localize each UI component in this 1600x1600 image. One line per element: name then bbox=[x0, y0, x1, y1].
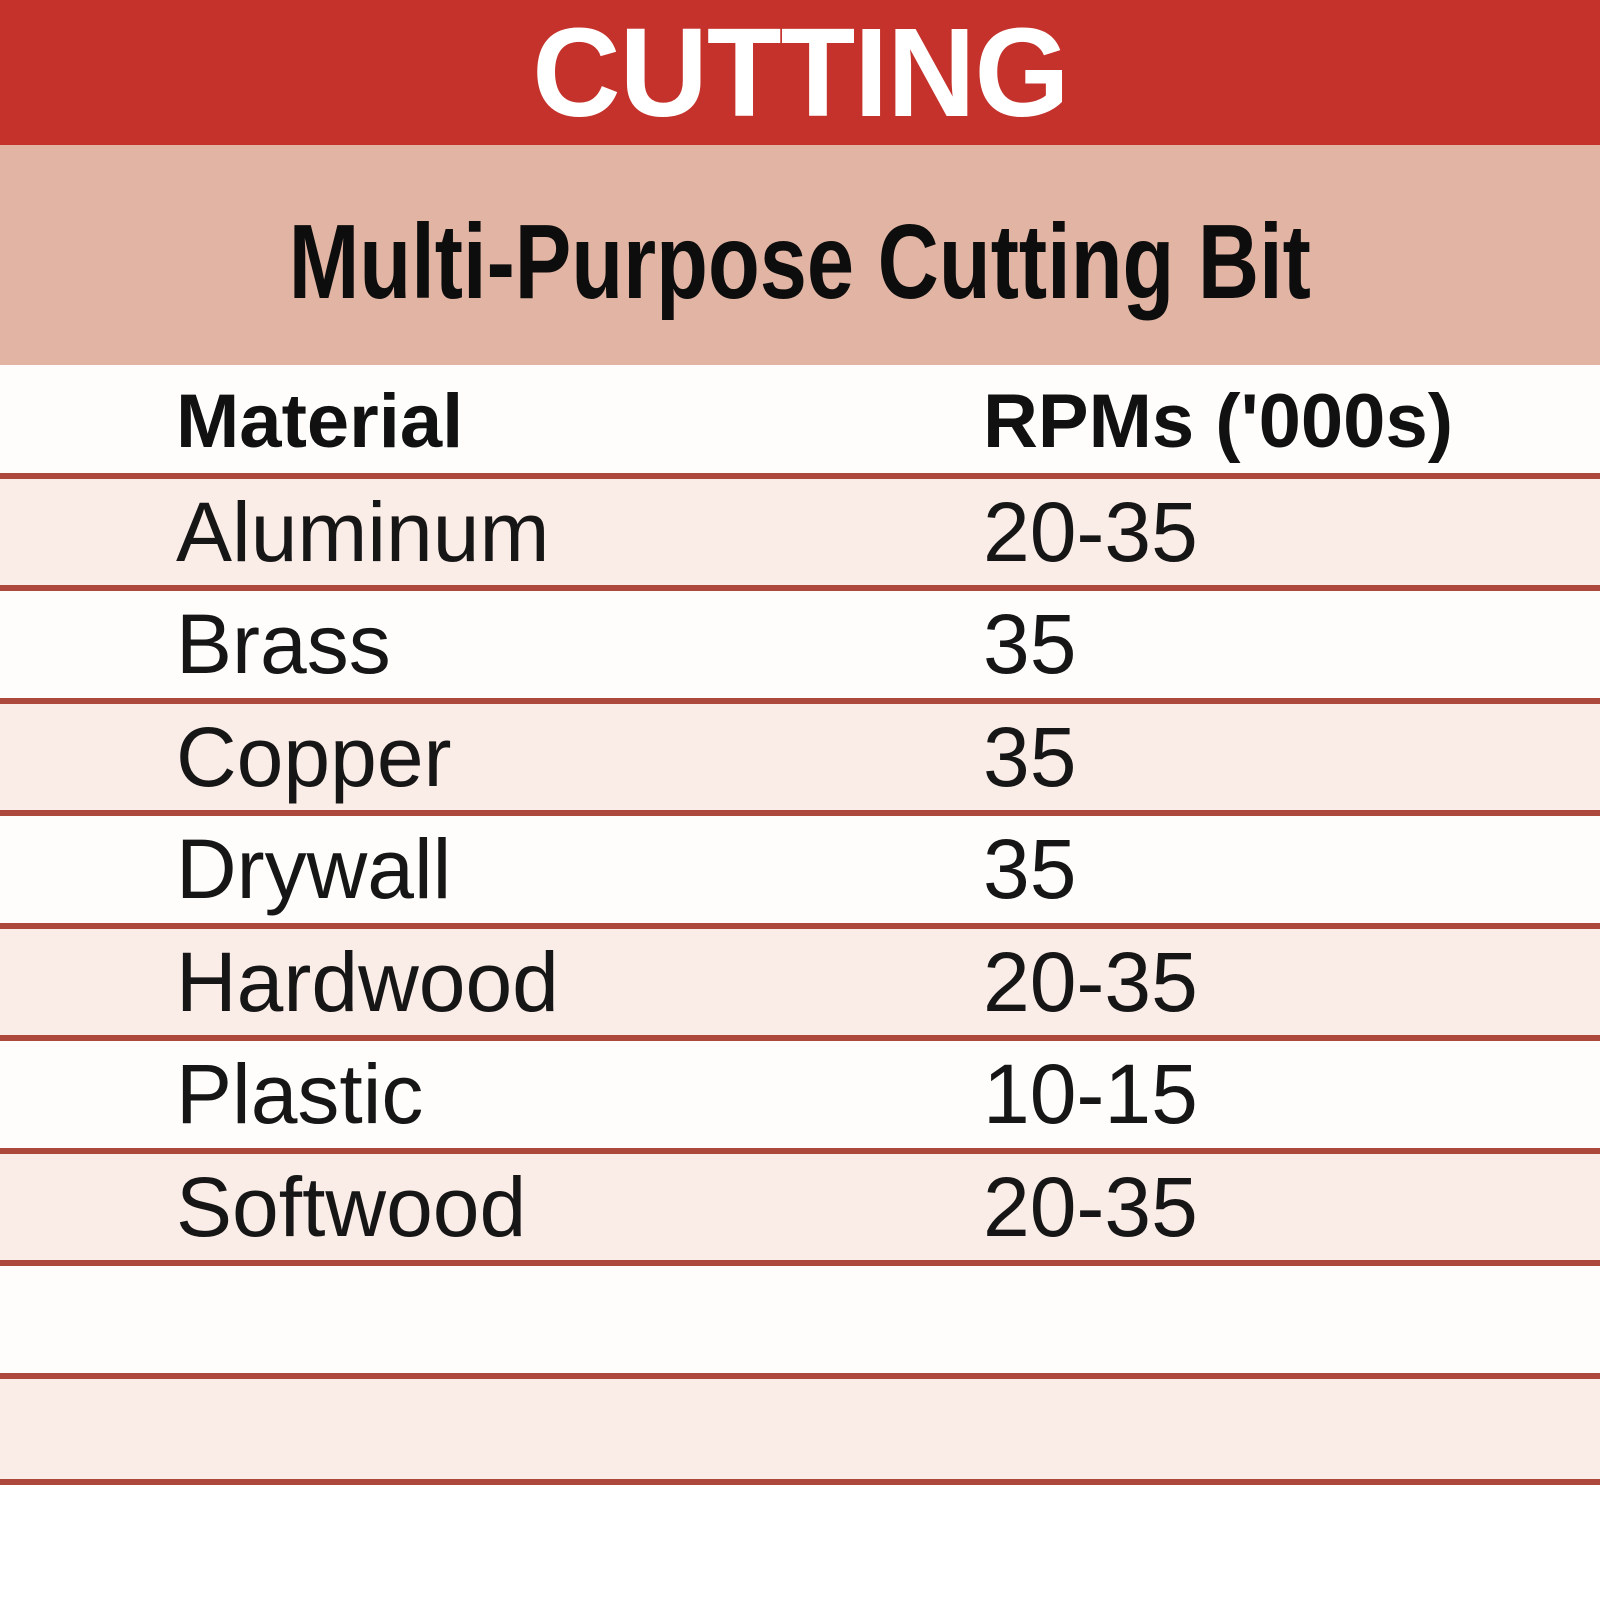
rpms-cell: 20-35 bbox=[983, 484, 1198, 579]
material-cell: Aluminum bbox=[176, 484, 550, 579]
table-row: Plastic 10-15 bbox=[0, 1035, 1600, 1148]
page-title: CUTTING bbox=[531, 1, 1069, 143]
rpms-cell: 20-35 bbox=[983, 1159, 1198, 1254]
rpms-cell: 20-35 bbox=[983, 934, 1198, 1029]
column-header-material: Material bbox=[176, 378, 464, 464]
material-cell: Plastic bbox=[176, 1047, 424, 1142]
material-cell: Hardwood bbox=[176, 934, 559, 1029]
material-cell: Copper bbox=[176, 709, 452, 804]
material-cell: Brass bbox=[176, 597, 391, 692]
table-row: Aluminum 20-35 bbox=[0, 472, 1600, 585]
rpms-cell: 35 bbox=[983, 597, 1077, 692]
table-row: Brass 35 bbox=[0, 585, 1600, 698]
rpms-cell: 10-15 bbox=[983, 1047, 1198, 1142]
table-row: Softwood 20-35 bbox=[0, 1147, 1600, 1260]
material-cell: Drywall bbox=[176, 822, 452, 917]
rpms-cell: 35 bbox=[983, 709, 1077, 804]
table-body: Aluminum 20-35 Brass 35 Copper 35 Drywall 35 Har… bbox=[0, 472, 1600, 1485]
table-row bbox=[0, 1372, 1600, 1485]
table-header-row: Material RPMs ('000s) bbox=[0, 365, 1600, 473]
subheader-band: Multi-Purpose Cutting Bit bbox=[0, 145, 1600, 365]
header-band: CUTTING bbox=[0, 0, 1600, 145]
bit-name-subtitle: Multi-Purpose Cutting Bit bbox=[288, 203, 1312, 321]
table-row bbox=[0, 1260, 1600, 1373]
material-cell: Softwood bbox=[176, 1159, 527, 1254]
column-header-rpms: RPMs ('000s) bbox=[983, 378, 1454, 464]
rpms-cell: 35 bbox=[983, 822, 1077, 917]
table-row: Hardwood 20-35 bbox=[0, 922, 1600, 1035]
bottom-whitespace bbox=[0, 1485, 1600, 1600]
table-row: Copper 35 bbox=[0, 697, 1600, 810]
table-row: Drywall 35 bbox=[0, 810, 1600, 923]
